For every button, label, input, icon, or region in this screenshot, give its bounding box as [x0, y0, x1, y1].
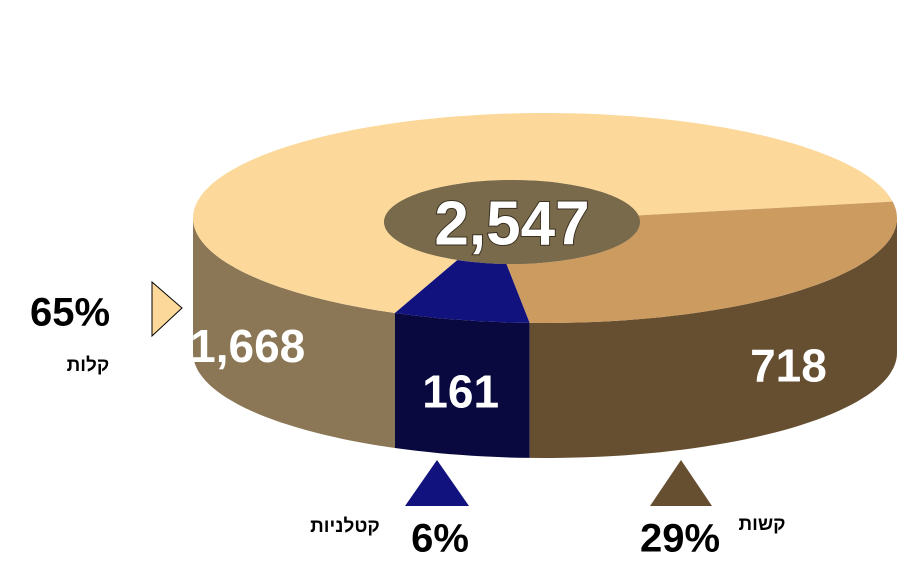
category-label: קלות [67, 355, 110, 376]
slice-top [193, 113, 893, 313]
value-label: 1,668 [190, 320, 305, 372]
value-label: 718 [750, 339, 827, 391]
slice-top [506, 201, 897, 323]
center-hole-opening [384, 180, 640, 264]
slice-top [394, 260, 530, 323]
slice-side [529, 218, 897, 458]
value-label: 161 [422, 366, 499, 418]
legend-marker [405, 460, 469, 506]
legend-marker [151, 280, 183, 338]
legend-marker [650, 460, 712, 506]
slice-side [394, 313, 530, 458]
percentage-label: 29% [640, 517, 720, 561]
slice-side [193, 218, 395, 448]
category-label: קשות [738, 514, 785, 535]
percentage-label: 6% [411, 517, 469, 561]
percentage-label: 65% [30, 291, 110, 335]
category-label: קטלניות [310, 516, 380, 537]
total-label: 2,547 [434, 189, 589, 258]
